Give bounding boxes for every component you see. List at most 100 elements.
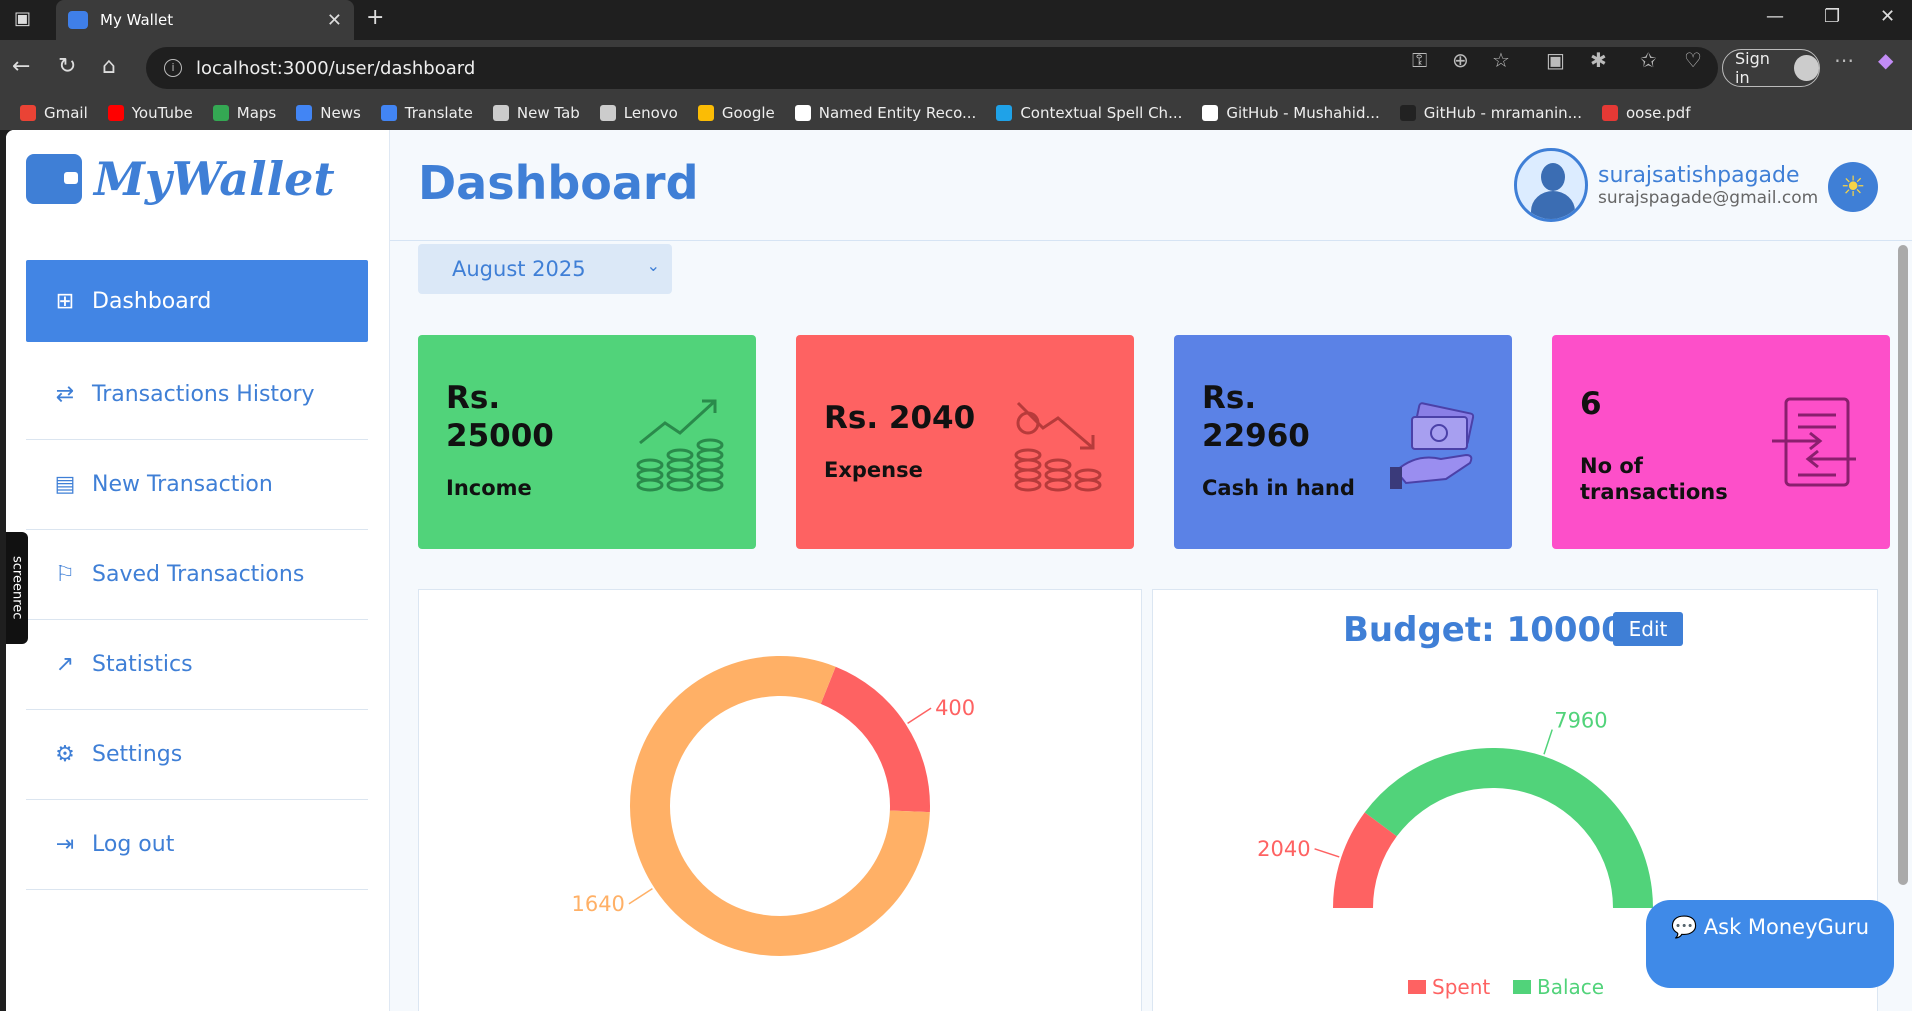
income-card: Rs. 25000 Income [418,335,756,549]
site-info-icon[interactable]: i [164,59,182,77]
document-transfer-icon [1772,397,1856,487]
sidebar-item-logout[interactable]: ⇥ Log out [26,800,368,890]
sidebar-item-saved-transactions[interactable]: ⚐ Saved Transactions [26,530,368,620]
bookmark-item[interactable]: GitHub - Mushahid... [1202,104,1380,122]
extensions-icon[interactable]: ✱ [1590,48,1607,72]
sidebar-item-label: Dashboard [92,288,212,314]
bookmark-label: Gmail [44,104,88,122]
favorite-star-icon[interactable]: ☆ [1492,48,1510,72]
bookmark-favicon-icon [1202,105,1219,121]
sign-in-button[interactable]: Sign in [1722,49,1820,87]
sidebar-toggle-icon[interactable]: ▣ [14,8,32,29]
new-tab-icon[interactable]: + [366,5,385,30]
user-profile[interactable]: surajsatishpagade surajspagade@gmail.com [1514,148,1818,222]
url-input[interactable]: i localhost:3000/user/dashboard [146,47,1718,89]
key-icon[interactable]: ⚿ [1412,48,1428,72]
page-header: Dashboard surajsatishpagade surajspagade… [390,130,1912,241]
bookmark-item[interactable]: New Tab [492,104,580,122]
sidebar-item-label: Log out [92,832,175,857]
sidebar-item-label: Settings [92,742,183,767]
cash-amount: Rs. 22960 [1202,380,1310,454]
logo[interactable]: MyWallet [26,152,335,206]
bookmark-label: Lenovo [623,104,678,122]
gauge-label-line-1 [1543,729,1553,755]
screenrec-badge[interactable]: screenrec [6,532,28,644]
browser-tab[interactable]: My Wallet ✕ [56,0,354,40]
gauge-segment-0[interactable] [1333,812,1398,909]
legend-balance[interactable]: Balace [1513,975,1604,999]
bookmark-favicon-icon [794,105,811,121]
sidebar-item-label: New Transaction [92,472,273,497]
bookmark-item[interactable]: Named Entity Reco... [794,104,976,122]
cash-in-hand-card: Rs. 22960 Cash in hand [1174,335,1512,549]
profile-avatar-icon [1794,55,1819,81]
avatar[interactable] [1514,148,1588,222]
donut-slice-0[interactable] [820,666,930,813]
address-bar-row: ← ↻ ⌂ i localhost:3000/user/dashboard ⚿ … [0,40,1912,96]
extension-shield-icon[interactable]: ▣ [1546,48,1565,72]
sidebar-item-label: Statistics [92,652,193,677]
coins-decline-icon [1014,401,1102,492]
bookmark-item[interactable]: Gmail [20,104,88,122]
restore-icon[interactable]: ❐ [1824,6,1841,27]
hand-money-icon [1390,402,1475,489]
sidebar-item-new-transaction[interactable]: ▤ New Transaction [26,440,368,530]
bookmark-item[interactable]: Contextual Spell Ch... [996,104,1182,122]
sign-in-label: Sign in [1735,49,1770,87]
bookmark-label: GitHub - mramanin... [1423,104,1582,122]
bookmark-favicon-icon [492,105,509,121]
edit-budget-button[interactable]: Edit [1613,612,1683,646]
bookmark-favicon-icon [697,105,714,121]
sidebar-item-statistics[interactable]: ↗ Statistics [26,620,368,710]
sidebar-item-settings[interactable]: ⚙ Settings [26,710,368,800]
copilot-icon[interactable]: ◆ [1878,48,1894,72]
bookmark-item[interactable]: Google [697,104,775,122]
legend-spent[interactable]: Spent [1408,975,1490,999]
ask-moneyguru-label: 💬 Ask MoneyGuru [1670,915,1870,939]
income-amount: Rs. 25000 [446,380,554,454]
bookmark-label: GitHub - Mushahid... [1226,104,1380,122]
sidebar-item-transactions-history[interactable]: ⇄ Transactions History [26,350,368,440]
close-tab-icon[interactable]: ✕ [326,9,342,31]
wallet-favicon-icon [68,11,88,29]
chevron-down-icon: ⌄ [646,256,660,275]
health-icon[interactable]: ♡ [1684,48,1702,72]
tab-title: My Wallet [100,11,174,29]
bookmark-label: Contextual Spell Ch... [1020,104,1183,122]
bookmark-item[interactable]: Translate [380,104,473,122]
legend-label-balance: Balace [1537,975,1605,999]
screenrec-label: screenrec [9,556,25,620]
bookmark-favicon-icon [212,105,229,121]
bookmark-favicon-icon [107,105,124,121]
scrollbar[interactable] [1898,245,1908,885]
sidebar-item-dashboard[interactable]: ⊞ Dashboard [26,260,368,342]
month-select[interactable]: August 2025 ⌄ [418,244,672,294]
bookmark-label: YouTube [131,104,193,122]
bookmark-item[interactable]: Lenovo [599,104,678,122]
minimize-icon[interactable]: — [1766,6,1784,27]
reload-icon[interactable]: ↻ [58,54,77,79]
bookmark-favicon-icon [1399,105,1416,121]
bookmark-item[interactable]: News [296,104,361,122]
back-icon[interactable]: ← [12,54,31,79]
expense-label: Expense [824,458,923,482]
url-text: localhost:3000/user/dashboard [196,57,476,79]
donut-slice-1[interactable] [630,656,930,956]
calendar-plus-icon: ▤ [54,472,76,497]
cash-label: Cash in hand [1202,476,1355,500]
bookmark-label: Maps [236,104,277,122]
bookmark-item[interactable]: GitHub - mramanin... [1399,104,1582,122]
bookmark-item[interactable]: oose.pdf [1601,104,1690,122]
more-icon[interactable]: ⋯ [1834,48,1854,72]
bookmark-item[interactable]: YouTube [107,104,193,122]
zoom-icon[interactable]: ⊕ [1452,48,1469,72]
close-window-icon[interactable]: ✕ [1880,6,1896,27]
favorites-icon[interactable]: ✩ [1640,48,1657,72]
home-icon[interactable]: ⌂ [102,54,116,79]
bookmark-favicon-icon [1601,105,1618,121]
bookmark-item[interactable]: Maps [212,104,277,122]
category-donut-panel: 400 1640 [418,589,1142,1011]
theme-toggle-bulb-icon[interactable]: ☀ [1828,162,1878,212]
gauge-segment-1[interactable] [1364,748,1653,909]
ask-moneyguru-button[interactable]: 💬 Ask MoneyGuru [1646,900,1894,988]
